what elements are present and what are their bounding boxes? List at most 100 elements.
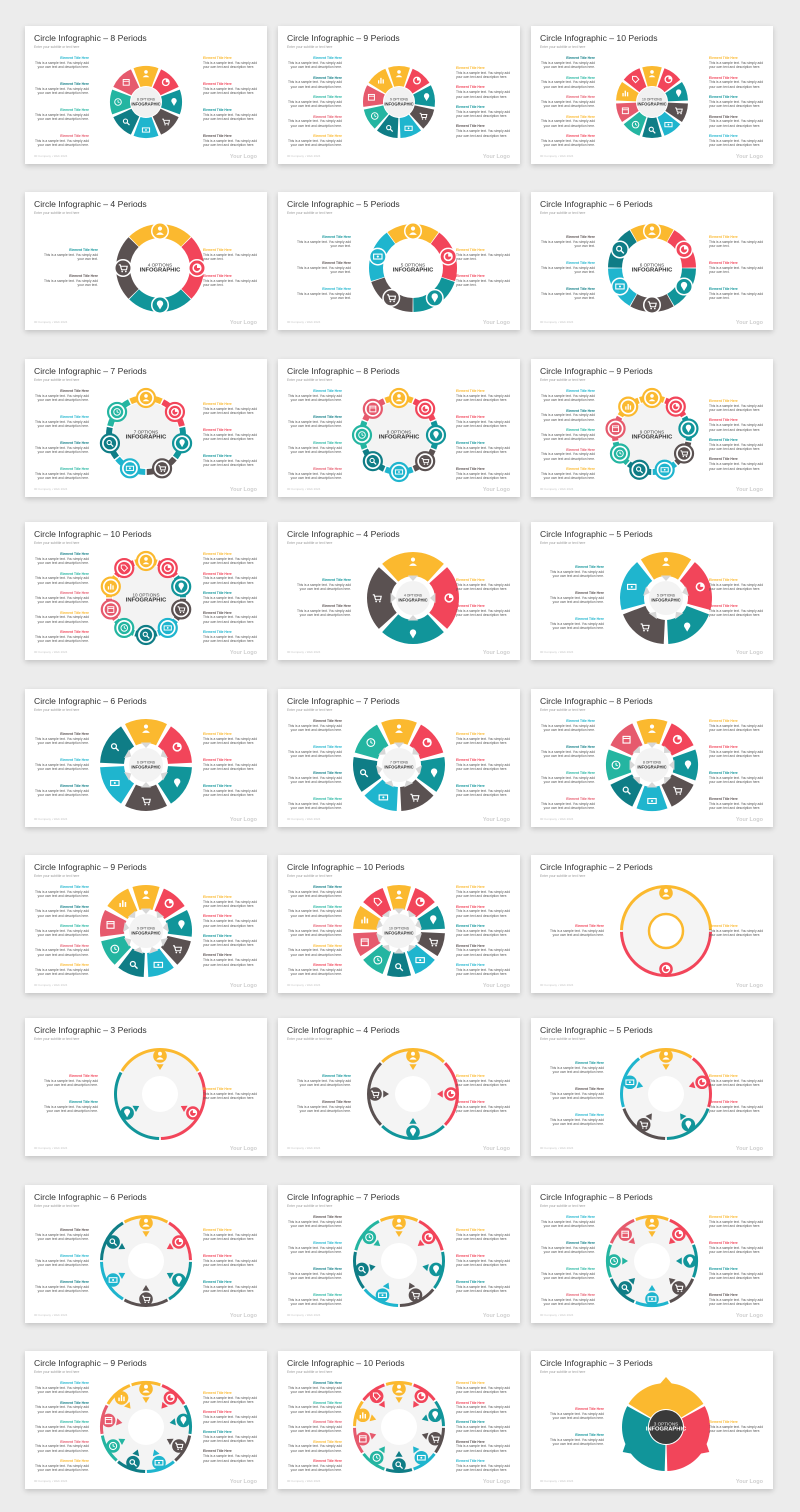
element-body: This is a sample text. You simply add yo… (203, 1395, 258, 1405)
element-body: This is a sample text. You simply add yo… (34, 1405, 89, 1414)
element-title: Element Title Here (566, 95, 595, 99)
slide-thumbnail[interactable]: Circle Infographic – 8 Periods Enter your… (278, 359, 520, 497)
slide-thumbnail[interactable]: Circle Infographic – 10 Periods Enter you… (278, 1351, 520, 1489)
element-body: This is a sample text. You simply add yo… (287, 948, 342, 957)
search-icon (395, 1461, 404, 1470)
slide-thumbnail[interactable]: Circle Infographic – 8 Periods Enter your… (531, 689, 773, 827)
slide-thumbnail[interactable]: Circle Infographic – 9 Periods Enter your… (25, 855, 267, 993)
slide-thumbnail[interactable]: Circle Infographic – 8 Periods Enter your… (25, 26, 267, 164)
infographic-heading: INFOGRAPHIC (392, 267, 434, 274)
element-text-block: Element Title Here This is a sample text.… (456, 1440, 516, 1454)
element-text-block: Element Title Here This is a sample text.… (456, 758, 516, 772)
user-icon (395, 1384, 403, 1393)
money-icon (378, 794, 389, 801)
ring-segment (418, 1219, 444, 1251)
slide-title: Circle Infographic – 10 Periods (540, 33, 658, 43)
ring-segment (123, 1298, 169, 1307)
slide-subtitle: Enter your subtitle or text here (287, 1204, 333, 1208)
slide-thumbnail[interactable]: Circle Infographic – 3 Periods Enter your… (531, 1351, 773, 1489)
slide-title: Circle Infographic – 4 Periods (287, 529, 400, 539)
slide-thumbnail[interactable]: Circle Infographic – 8 Periods Enter your… (531, 1185, 773, 1323)
money-icon (627, 583, 637, 590)
center-label: 4 OPTIONS INFOGRAPHIC (398, 594, 427, 603)
element-text-block: Element Title Here This is a sample text.… (456, 963, 516, 977)
element-body: This is a sample text. You simply add yo… (540, 80, 595, 89)
element-text-block: Element Title Here This is a sample text.… (456, 467, 516, 481)
element-body: This is a sample text. You simply add yo… (203, 1434, 258, 1444)
slide-thumbnail[interactable]: Circle Infographic – 4 Periods Enter your… (278, 522, 520, 660)
cart-icon (680, 450, 689, 458)
slide-thumbnail[interactable]: Circle Infographic – 7 Periods Enter your… (25, 359, 267, 497)
slide-thumbnail[interactable]: Circle Infographic – 5 Periods Enter your… (531, 522, 773, 660)
element-text-block: Element Title Here This is a sample text.… (29, 415, 89, 429)
element-body: This is a sample text. You simply add yo… (34, 889, 89, 899)
options-count: 7 OPTIONS (389, 760, 409, 765)
slide-thumbnail[interactable]: Circle Infographic – 6 Periods Enter your… (25, 689, 267, 827)
slide-thumbnail[interactable]: Circle Infographic – 6 Periods Enter your… (25, 1185, 267, 1323)
slide-thumbnail[interactable]: Circle Infographic – 2 Periods Enter your… (531, 855, 773, 993)
element-body: This is a sample text. You simply add yo… (709, 442, 764, 452)
ring-segment (106, 1384, 131, 1405)
slide-thumbnail[interactable]: Circle Infographic – 9 Periods Enter your… (278, 26, 520, 164)
your-logo-text: Your Logo (735, 487, 763, 493)
element-title: Element Title Here (456, 415, 485, 419)
element-title: Element Title Here (203, 402, 232, 406)
your-logo-text: Your Logo (229, 154, 257, 160)
element-body: This is a sample text. You simply add yo… (203, 1284, 258, 1294)
slide-title: Circle Infographic – 8 Periods (540, 1192, 653, 1202)
location-pin-icon (124, 1108, 131, 1118)
pie-chart-icon (695, 582, 705, 592)
money-icon (625, 1079, 635, 1086)
calendar-icon (621, 107, 629, 115)
cart-icon (673, 786, 683, 795)
calendar-icon (612, 425, 620, 433)
slide-thumbnail[interactable]: Circle Infographic – 3 Periods Enter your… (25, 1018, 267, 1156)
element-text-block: Element Title Here This is a sample text.… (203, 134, 263, 148)
element-body: This is a sample text. You simply add yo… (34, 471, 89, 481)
element-text-block: Element Title Here This is a sample text.… (282, 1293, 342, 1307)
slide-footer-text: 00 Company • Web 2024 (34, 1313, 68, 1317)
slide-thumbnail[interactable]: Circle Infographic – 4 Periods Enter your… (25, 192, 267, 330)
circle-infographic (368, 222, 458, 312)
element-title: Element Title Here (456, 248, 485, 252)
element-text-block: Element Title Here This is a sample text.… (709, 604, 769, 618)
element-text-block: Element Title Here This is a sample text.… (456, 885, 516, 899)
element-text-block: Element Title Here This is a sample text.… (282, 441, 342, 455)
element-text-block: Element Title Here This is a sample text.… (29, 630, 89, 644)
slide-thumbnail[interactable]: Circle Infographic – 7 Periods Enter your… (278, 1185, 520, 1323)
element-title: Element Title Here (709, 95, 738, 99)
element-body: This is a sample text. You simply add yo… (43, 1078, 98, 1088)
element-title: Element Title Here (566, 447, 595, 452)
money-icon (415, 957, 425, 964)
element-title: Element Title Here (322, 235, 351, 239)
slide-thumbnail[interactable]: Circle Infographic – 10 Periods Enter you… (278, 855, 520, 993)
slide-thumbnail[interactable]: Circle Infographic – 7 Periods Enter your… (278, 689, 520, 827)
ring-segment (386, 952, 412, 977)
element-title: Element Title Here (313, 885, 342, 889)
slide-thumbnail[interactable]: Circle Infographic – 4 Periods Enter your… (278, 1018, 520, 1156)
element-title: Element Title Here (456, 963, 485, 967)
user-icon (648, 724, 656, 733)
element-text-block: Element Title Here This is a sample text.… (203, 1254, 263, 1268)
bar-chart-icon (378, 77, 384, 84)
slide-thumbnail[interactable]: Circle Infographic – 10 Periods Enter you… (531, 26, 773, 164)
slide-thumbnail[interactable]: Circle Infographic – 9 Periods Enter your… (25, 1351, 267, 1489)
element-title: Element Title Here (709, 604, 738, 608)
search-icon (386, 124, 394, 133)
element-title: Element Title Here (566, 134, 595, 138)
element-text-block: Element Title Here This is a sample text.… (535, 389, 595, 403)
user-icon (648, 1218, 656, 1227)
element-body: This is a sample text. You simply add yo… (203, 938, 258, 948)
slide-thumbnail[interactable]: Circle Infographic – 5 Periods Enter your… (278, 192, 520, 330)
slide-thumbnail[interactable]: Circle Infographic – 6 Periods Enter your… (531, 192, 773, 330)
element-body: This is a sample text. You simply add yo… (540, 265, 595, 275)
element-title: Element Title Here (313, 1215, 342, 1219)
circle-infographic (367, 1048, 459, 1140)
slide-thumbnail[interactable]: Circle Infographic – 5 Periods Enter your… (531, 1018, 773, 1156)
circle-infographic (620, 884, 712, 978)
element-text-block: Element Title Here This is a sample text.… (535, 235, 595, 249)
slide-footer-text: 00 Company • Web 2024 (540, 1146, 574, 1150)
slide-thumbnail[interactable]: Circle Infographic – 9 Periods Enter your… (531, 359, 773, 497)
slide-footer-text: 00 Company • Web 2024 (287, 650, 321, 654)
slide-thumbnail[interactable]: Circle Infographic – 10 Periods Enter you… (25, 522, 267, 660)
